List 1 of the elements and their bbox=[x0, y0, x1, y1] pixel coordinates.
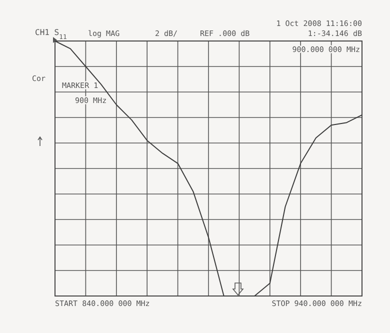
chart-title: CH1 S$_{11}$ bbox=[35, 28, 67, 41]
